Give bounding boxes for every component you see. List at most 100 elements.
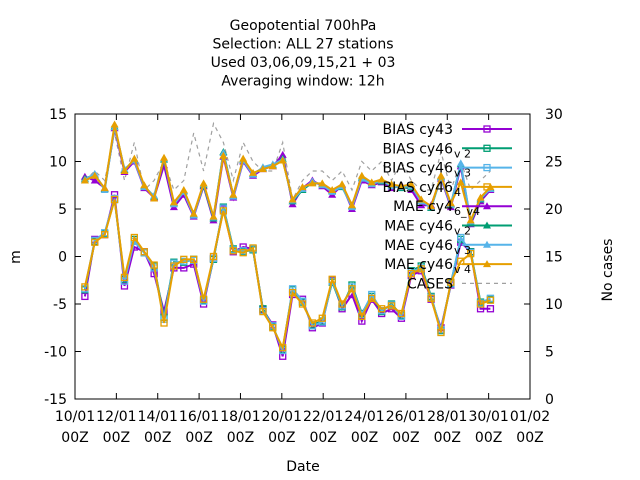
x-tick-label: 24/01 [344, 409, 384, 425]
data-point [368, 294, 376, 302]
data-point [249, 168, 258, 176]
data-point [298, 183, 307, 191]
title-line: Averaging window: 12h [221, 74, 384, 90]
data-point [288, 288, 297, 297]
series-3 [81, 195, 495, 352]
x-tick-label-hour: 00Z [268, 430, 295, 446]
data-point [288, 195, 297, 203]
data-point [457, 257, 465, 265]
data-point [150, 194, 159, 202]
data-point [120, 273, 129, 282]
data-point [258, 165, 267, 173]
legend-item: MAE cy4 6_v4 [393, 199, 512, 218]
legend-item: BIAS cy46 4 [383, 180, 512, 199]
data-point [417, 201, 426, 209]
data-point [190, 255, 198, 264]
data-point [367, 178, 376, 186]
legend-label: BIAS cy46 [383, 180, 454, 196]
data-point [239, 154, 248, 162]
y-tick-label: 5 [58, 202, 67, 218]
data-point [447, 278, 455, 286]
data-point [268, 162, 277, 170]
legend-marker [483, 163, 491, 172]
data-point [387, 180, 396, 188]
x-tick-label: 26/01 [386, 409, 426, 425]
legend-item: BIAS cy46 v 2 [383, 141, 512, 160]
data-point [348, 285, 356, 293]
x-tick-label-hour: 00Z [103, 430, 130, 446]
data-point [338, 300, 346, 308]
data-point [377, 175, 386, 183]
data-point [229, 190, 238, 198]
legend-marker [483, 221, 491, 229]
y2-tick-label: 10 [545, 297, 563, 313]
data-point [338, 180, 347, 188]
legend-item: MAE cy46 v 4 [384, 257, 512, 276]
data-point [407, 180, 416, 188]
x-tick-label: 01/02 [510, 409, 550, 425]
data-point [209, 252, 218, 261]
y2-tick-label: 25 [545, 155, 563, 171]
x-tick-label: 20/01 [262, 409, 302, 425]
data-point [259, 307, 267, 316]
series-layer [80, 120, 495, 360]
data-point [397, 309, 406, 318]
x-tick-label-hour: 00Z [516, 430, 543, 446]
legend-label: MAE cy46 [384, 257, 453, 273]
data-point [466, 216, 475, 224]
data-point [130, 154, 139, 162]
x-tick-label-hour: 00Z [144, 430, 171, 446]
data-point [140, 248, 148, 256]
x-tick-label: 14/01 [138, 409, 178, 425]
legend-marker [483, 125, 491, 133]
data-point [110, 195, 119, 204]
legend-label: BIAS cy46 [383, 161, 454, 177]
data-point [179, 186, 188, 193]
plot-area: -15 -10 -5 0 5 10 15 0 5 10 15 20 25 30 10/01 00Z 12/01 0… [44, 107, 563, 446]
data-point [229, 247, 237, 255]
data-point [170, 262, 178, 270]
data-point [407, 269, 415, 278]
x-tick-label: 22/01 [303, 409, 343, 425]
x-tick-label-hour: 00Z [434, 430, 461, 446]
y2-tick-label: 30 [545, 107, 563, 123]
data-point [476, 193, 485, 201]
y-tick-label: -10 [44, 345, 67, 361]
data-point [457, 233, 465, 242]
title-line: Geopotential 700hPa [230, 18, 377, 34]
x-tick-label-hour: 00Z [185, 430, 212, 446]
data-point [100, 184, 109, 192]
data-point [347, 201, 356, 209]
legend-item: BIAS cy43 [383, 122, 512, 138]
chart-title: Geopotential 700hPa Selection: ALL 27 sta… [211, 18, 396, 90]
data-point [110, 191, 119, 199]
data-point [417, 195, 426, 203]
data-point [120, 282, 129, 290]
data-point [318, 179, 327, 187]
legend-marker [483, 260, 491, 268]
legend-label-suffix: v 3 [454, 244, 471, 257]
data-point [298, 300, 307, 308]
y-tick-label: 10 [49, 155, 67, 171]
data-point [249, 244, 257, 252]
data-point [456, 159, 465, 167]
legend-label-suffix: v 4 [454, 263, 471, 276]
x-axis-label: Date [286, 459, 319, 475]
data-point [446, 199, 455, 207]
data-point [81, 283, 89, 291]
legend-marker [483, 183, 491, 191]
data-point [199, 179, 208, 187]
data-point [436, 171, 445, 179]
legend-item: MAE cy46 v 2 [384, 219, 512, 238]
data-point [110, 120, 119, 128]
data-point [130, 233, 138, 242]
legend-label: MAE cy4 [393, 199, 453, 215]
data-point [279, 344, 287, 352]
title-line: Used 03,06,09,15,21 + 03 [211, 55, 396, 71]
series-line [83, 199, 491, 351]
data-point [318, 314, 326, 322]
data-point [219, 207, 228, 215]
legend-label-suffix: v 2 [454, 225, 471, 238]
x-tick-label-hour: 00Z [309, 430, 336, 446]
x-tick-label: 30/01 [468, 409, 508, 425]
